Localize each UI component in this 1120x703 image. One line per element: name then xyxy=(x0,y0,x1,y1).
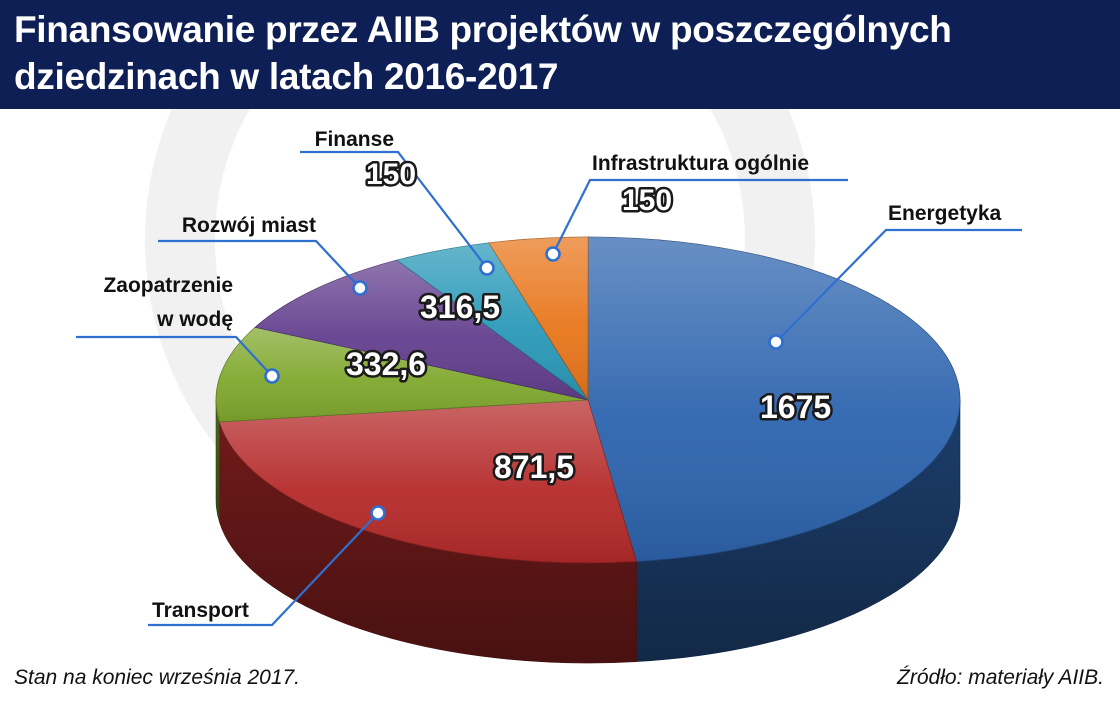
leader-dot-transport xyxy=(370,505,386,521)
leader-dot-energetyka xyxy=(768,334,784,350)
slice-shine-infrastruktura-ogolnie xyxy=(488,237,588,400)
slice-side-shade-zaopatrzenie-w-wode xyxy=(216,400,220,522)
value-label-finanse: 150 xyxy=(366,158,416,191)
value-label-zaopatrzenie-w-wode: 332,6 xyxy=(346,346,426,382)
category-label-line: Zaopatrzenie xyxy=(103,274,233,297)
category-label-rozwoj-miast: Rozwój miast xyxy=(182,214,316,237)
slice-shine-finanse xyxy=(396,242,588,400)
leader-dot-finanse xyxy=(479,260,495,276)
value-label-infrastruktura-ogolnie: 150 xyxy=(622,184,672,217)
leader-line-infrastruktura-ogolnie xyxy=(552,178,848,255)
category-label-energetyka: Energetyka xyxy=(888,202,1002,225)
slice-side-shade-transport xyxy=(219,421,637,663)
slice-side-shade-energetyka xyxy=(636,400,960,662)
slice-shine-energetyka xyxy=(588,237,960,562)
pie-top-faces xyxy=(215,236,961,564)
leader-dot-infrastruktura-ogolnie xyxy=(545,246,561,262)
leader-line-zaopatrzenie-w-wode xyxy=(76,335,273,377)
header-bar: Finansowanie przez AIIB projektów w posz… xyxy=(0,0,1120,109)
value-label-energetyka: 1675 xyxy=(760,389,831,425)
leader-line-energetyka xyxy=(775,228,1022,343)
leader-dot-rozwoj-miast xyxy=(352,280,368,296)
chart-title: Finansowanie przez AIIB projektów w posz… xyxy=(14,9,952,97)
value-label-rozwoj-miast: 316,5 xyxy=(420,289,500,325)
category-label-zaopatrzenie-w-wode: Zaopatrzenie w wodę xyxy=(103,274,233,331)
category-label-transport: Transport xyxy=(152,599,249,622)
category-label-finanse: Finanse xyxy=(315,128,394,151)
category-label-infrastruktura-ogolnie: Infrastruktura ogólnie xyxy=(592,152,809,175)
leader-line-rozwoj-miast xyxy=(158,239,361,289)
slice-shine-rozwoj-miast xyxy=(255,260,588,400)
chart-labels: Energetyka 1675 Transport 871,5 Zaopatrzenie… xyxy=(103,128,1001,622)
slice-shine-zaopatrzenie-w-wode xyxy=(215,327,588,422)
source-note: Źródło: materiały AIIB. xyxy=(897,666,1104,689)
leader-dot-zaopatrzenie-w-wode xyxy=(264,368,280,384)
slice-shine-transport xyxy=(219,400,637,563)
footnote: Stan na koniec września 2017. xyxy=(14,666,301,689)
pie-sides xyxy=(215,399,961,664)
leader-lines xyxy=(76,150,1022,627)
value-label-transport: 871,5 xyxy=(494,449,574,485)
category-label-line: w wodę xyxy=(156,308,233,331)
leader-line-transport xyxy=(148,512,379,627)
leader-line-finanse xyxy=(300,150,488,269)
